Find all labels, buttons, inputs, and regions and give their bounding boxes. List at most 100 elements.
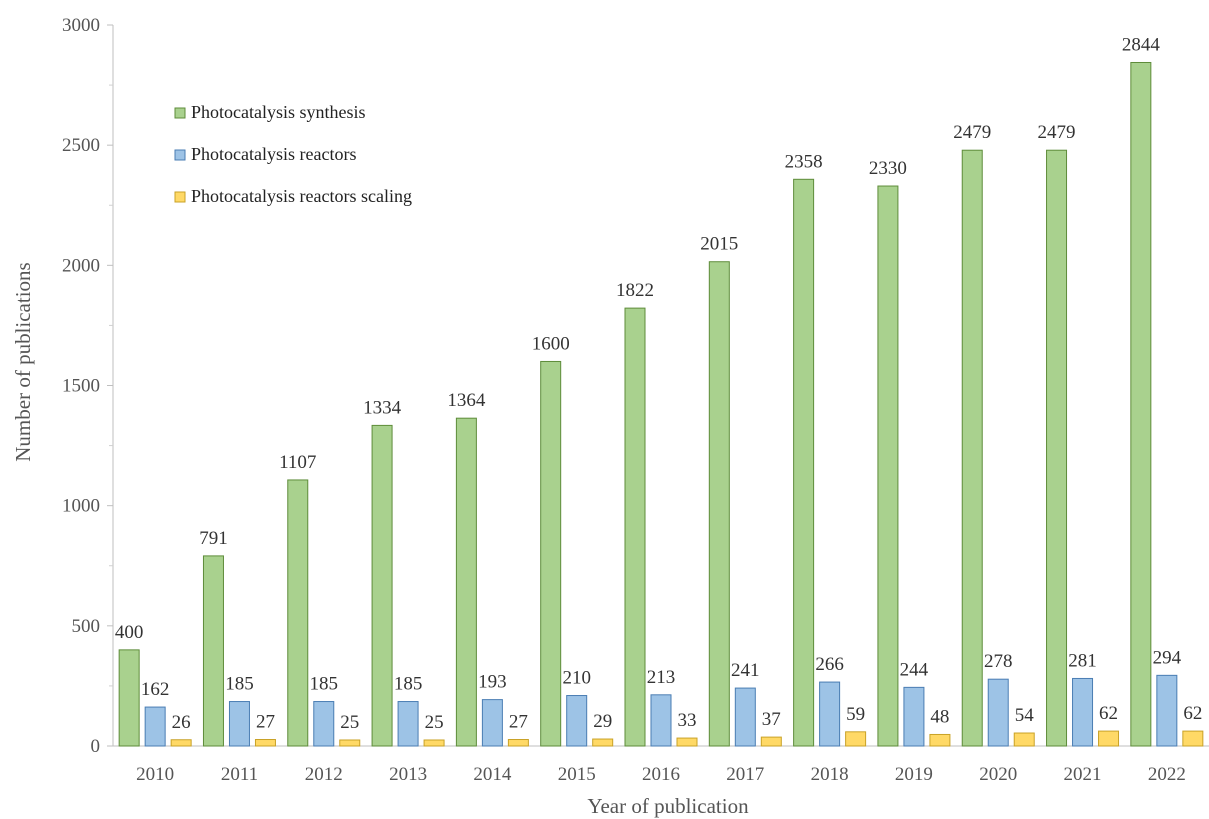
data-label: 54 [1015, 705, 1035, 726]
y-tick-label: 1000 [62, 496, 100, 517]
data-label: 241 [731, 660, 760, 681]
data-label: 29 [593, 711, 612, 732]
bar [677, 738, 697, 746]
data-label: 185 [310, 674, 339, 695]
bar [145, 707, 165, 746]
data-label: 2844 [1122, 34, 1161, 55]
bar [171, 740, 191, 746]
y-tick-label: 3000 [62, 15, 100, 36]
y-tick-label: 2000 [62, 255, 100, 276]
bar [709, 262, 729, 746]
bar [229, 702, 249, 746]
legend-swatch [175, 150, 185, 160]
x-tick-label: 2020 [979, 764, 1017, 785]
data-label: 400 [115, 622, 144, 643]
legend-label: Photocatalysis reactors [191, 144, 356, 164]
x-tick-label: 2018 [811, 764, 849, 785]
data-label: 33 [678, 710, 697, 731]
bar [424, 740, 444, 746]
data-label: 185 [225, 674, 254, 695]
data-label: 1334 [363, 397, 402, 418]
legend-swatch [175, 192, 185, 202]
data-label: 162 [141, 679, 170, 700]
data-label: 27 [509, 712, 528, 733]
data-label: 213 [647, 667, 676, 688]
bar [482, 700, 502, 746]
y-tick-label: 0 [91, 736, 101, 757]
legend: Photocatalysis synthesis Photocatalysis r… [175, 102, 412, 206]
data-labels: 400 791 1107 1334 1364 1600 1822 2015 2358 2330 24… [115, 34, 1202, 732]
bar [794, 179, 814, 746]
bar [1099, 731, 1119, 746]
data-label: 1364 [447, 390, 486, 411]
data-label: 266 [815, 654, 844, 675]
data-label: 62 [1099, 703, 1118, 724]
bar [398, 702, 418, 746]
bar [372, 425, 392, 746]
legend-label: Photocatalysis synthesis [191, 102, 366, 122]
x-tick-label: 2010 [136, 764, 174, 785]
data-label: 37 [762, 709, 781, 730]
x-tick-label: 2012 [305, 764, 343, 785]
data-label: 244 [900, 659, 929, 680]
bars [119, 62, 1203, 746]
legend-swatch [175, 108, 185, 118]
bar [593, 739, 613, 746]
bar [1073, 678, 1093, 746]
bar [761, 737, 781, 746]
x-tick-label: 2017 [726, 764, 764, 785]
data-label: 185 [394, 674, 423, 695]
bar [456, 418, 476, 746]
bar [1014, 733, 1034, 746]
bar [255, 740, 275, 746]
bar [119, 650, 139, 746]
bar [625, 308, 645, 746]
bar [340, 740, 360, 746]
bar [314, 702, 334, 746]
bar [567, 696, 587, 746]
data-label: 281 [1068, 650, 1097, 671]
x-tick-label: 2016 [642, 764, 680, 785]
data-label: 59 [846, 704, 865, 725]
data-label: 25 [425, 712, 444, 733]
data-label: 2330 [869, 158, 907, 179]
data-label: 48 [930, 706, 949, 727]
bar [541, 361, 561, 746]
x-tick-label: 2021 [1064, 764, 1102, 785]
bar [988, 679, 1008, 746]
data-label: 2358 [785, 151, 823, 172]
y-axis-title: Number of publications [11, 262, 35, 461]
bar [904, 687, 924, 746]
bar [203, 556, 223, 746]
bar [962, 150, 982, 746]
bar [1157, 675, 1177, 746]
data-label: 1822 [616, 280, 654, 301]
y-tick-label: 2500 [62, 135, 100, 156]
data-label: 27 [256, 712, 275, 733]
data-label: 210 [562, 668, 591, 689]
data-label: 1600 [532, 333, 570, 354]
x-tick-label: 2015 [558, 764, 596, 785]
data-label: 791 [199, 528, 228, 549]
bar [1183, 731, 1203, 746]
bar [651, 695, 671, 746]
data-label: 25 [340, 712, 359, 733]
bar [508, 740, 528, 746]
data-label: 1107 [279, 452, 316, 473]
data-label: 2479 [1038, 122, 1076, 143]
x-tick-label: 2019 [895, 764, 933, 785]
legend-label: Photocatalysis reactors scaling [191, 186, 412, 206]
data-label: 2015 [700, 234, 738, 255]
y-tick-label: 1500 [62, 376, 100, 397]
data-label: 193 [478, 672, 507, 693]
data-label: 2479 [953, 122, 991, 143]
bar [288, 480, 308, 746]
x-tick-label: 2022 [1148, 764, 1186, 785]
data-label: 26 [172, 712, 191, 733]
x-axis-title: Year of publication [587, 794, 749, 818]
x-tick-label: 2013 [389, 764, 427, 785]
bar [846, 732, 866, 746]
data-label: 294 [1153, 647, 1182, 668]
data-label: 278 [984, 651, 1013, 672]
x-tick-label: 2011 [221, 764, 258, 785]
